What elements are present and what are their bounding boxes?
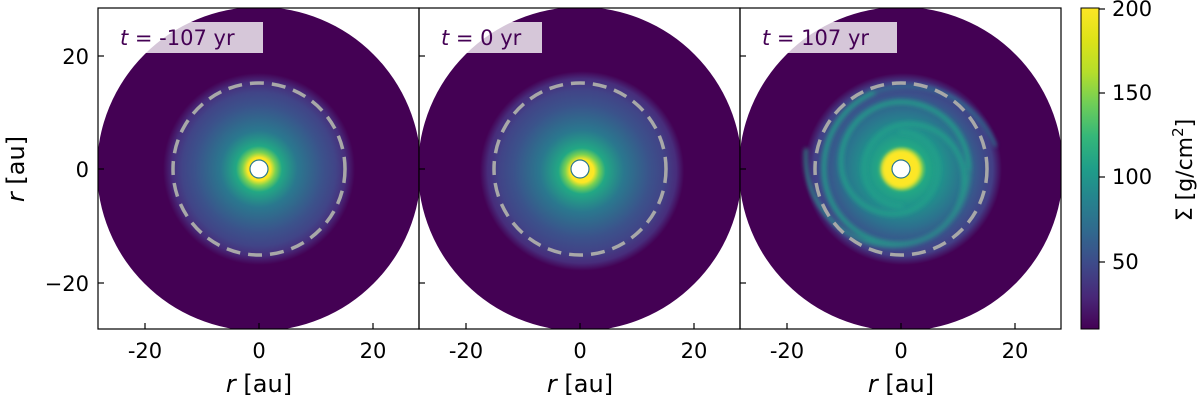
panel-3: t = 107 yr -20 0 20 r [au]: [739, 7, 1062, 398]
dashed-radius-circle: [813, 81, 989, 257]
x-tick-label: 0: [573, 339, 586, 363]
colorbar-label: Σ [g/cm2]: [1169, 119, 1198, 222]
time-label-box: [115, 22, 263, 53]
x-axis: -20 0 20 r [au]: [449, 323, 708, 398]
y-axis-label: r [au]: [2, 136, 30, 202]
time-label-box: [436, 22, 542, 53]
dashed-radius-circle: [171, 81, 347, 257]
inner-hole: [891, 159, 911, 179]
panel-2: t = 0 yr -20 0 20 r [au]: [418, 7, 741, 398]
x-tick-label: 20: [681, 339, 708, 363]
x-tick-label: -20: [449, 339, 483, 363]
x-axis-label: r [au]: [226, 370, 292, 398]
colorbar-gradient: [1080, 7, 1100, 330]
time-label: t = 107 yr: [762, 26, 869, 50]
time-label-box: [757, 22, 897, 53]
x-axis-label: r [au]: [547, 370, 613, 398]
y-tick-label: 0: [76, 158, 89, 182]
x-tick-label: 20: [1002, 339, 1029, 363]
colorbar-tick-label: 150: [1112, 81, 1152, 105]
x-tick-label: 20: [360, 339, 387, 363]
colorbar-tick-label: 100: [1112, 165, 1152, 189]
inner-hole: [570, 159, 590, 179]
y-tick-label: 20: [62, 45, 89, 69]
y-axis: 20 0 −20 r [au]: [2, 45, 104, 296]
colorbar-tick-label: 50: [1112, 250, 1139, 274]
x-tick-label: -20: [128, 339, 162, 363]
colorbar: 200 150 100 50 Σ [g/cm2]: [1080, 0, 1198, 330]
dashed-radius-circle: [492, 81, 668, 257]
y-axis: [740, 55, 746, 284]
colorbar-tick-label: 200: [1112, 0, 1152, 21]
x-axis-label: r [au]: [868, 370, 934, 398]
x-tick-label: -20: [770, 339, 804, 363]
y-axis: [419, 55, 425, 284]
x-tick-label: 0: [252, 339, 265, 363]
x-tick-label: 0: [894, 339, 907, 363]
x-axis: -20 0 20 r [au]: [128, 323, 387, 398]
panel-1: t = -107 yr 20 0 −20 r [au] -20 0 20 r […: [2, 7, 420, 398]
inner-hole: [249, 159, 269, 179]
time-label: t = 0 yr: [441, 26, 522, 50]
y-tick-label: −20: [45, 272, 89, 296]
x-axis: -20 0 20 r [au]: [770, 323, 1029, 398]
time-label: t = -107 yr: [120, 26, 235, 50]
